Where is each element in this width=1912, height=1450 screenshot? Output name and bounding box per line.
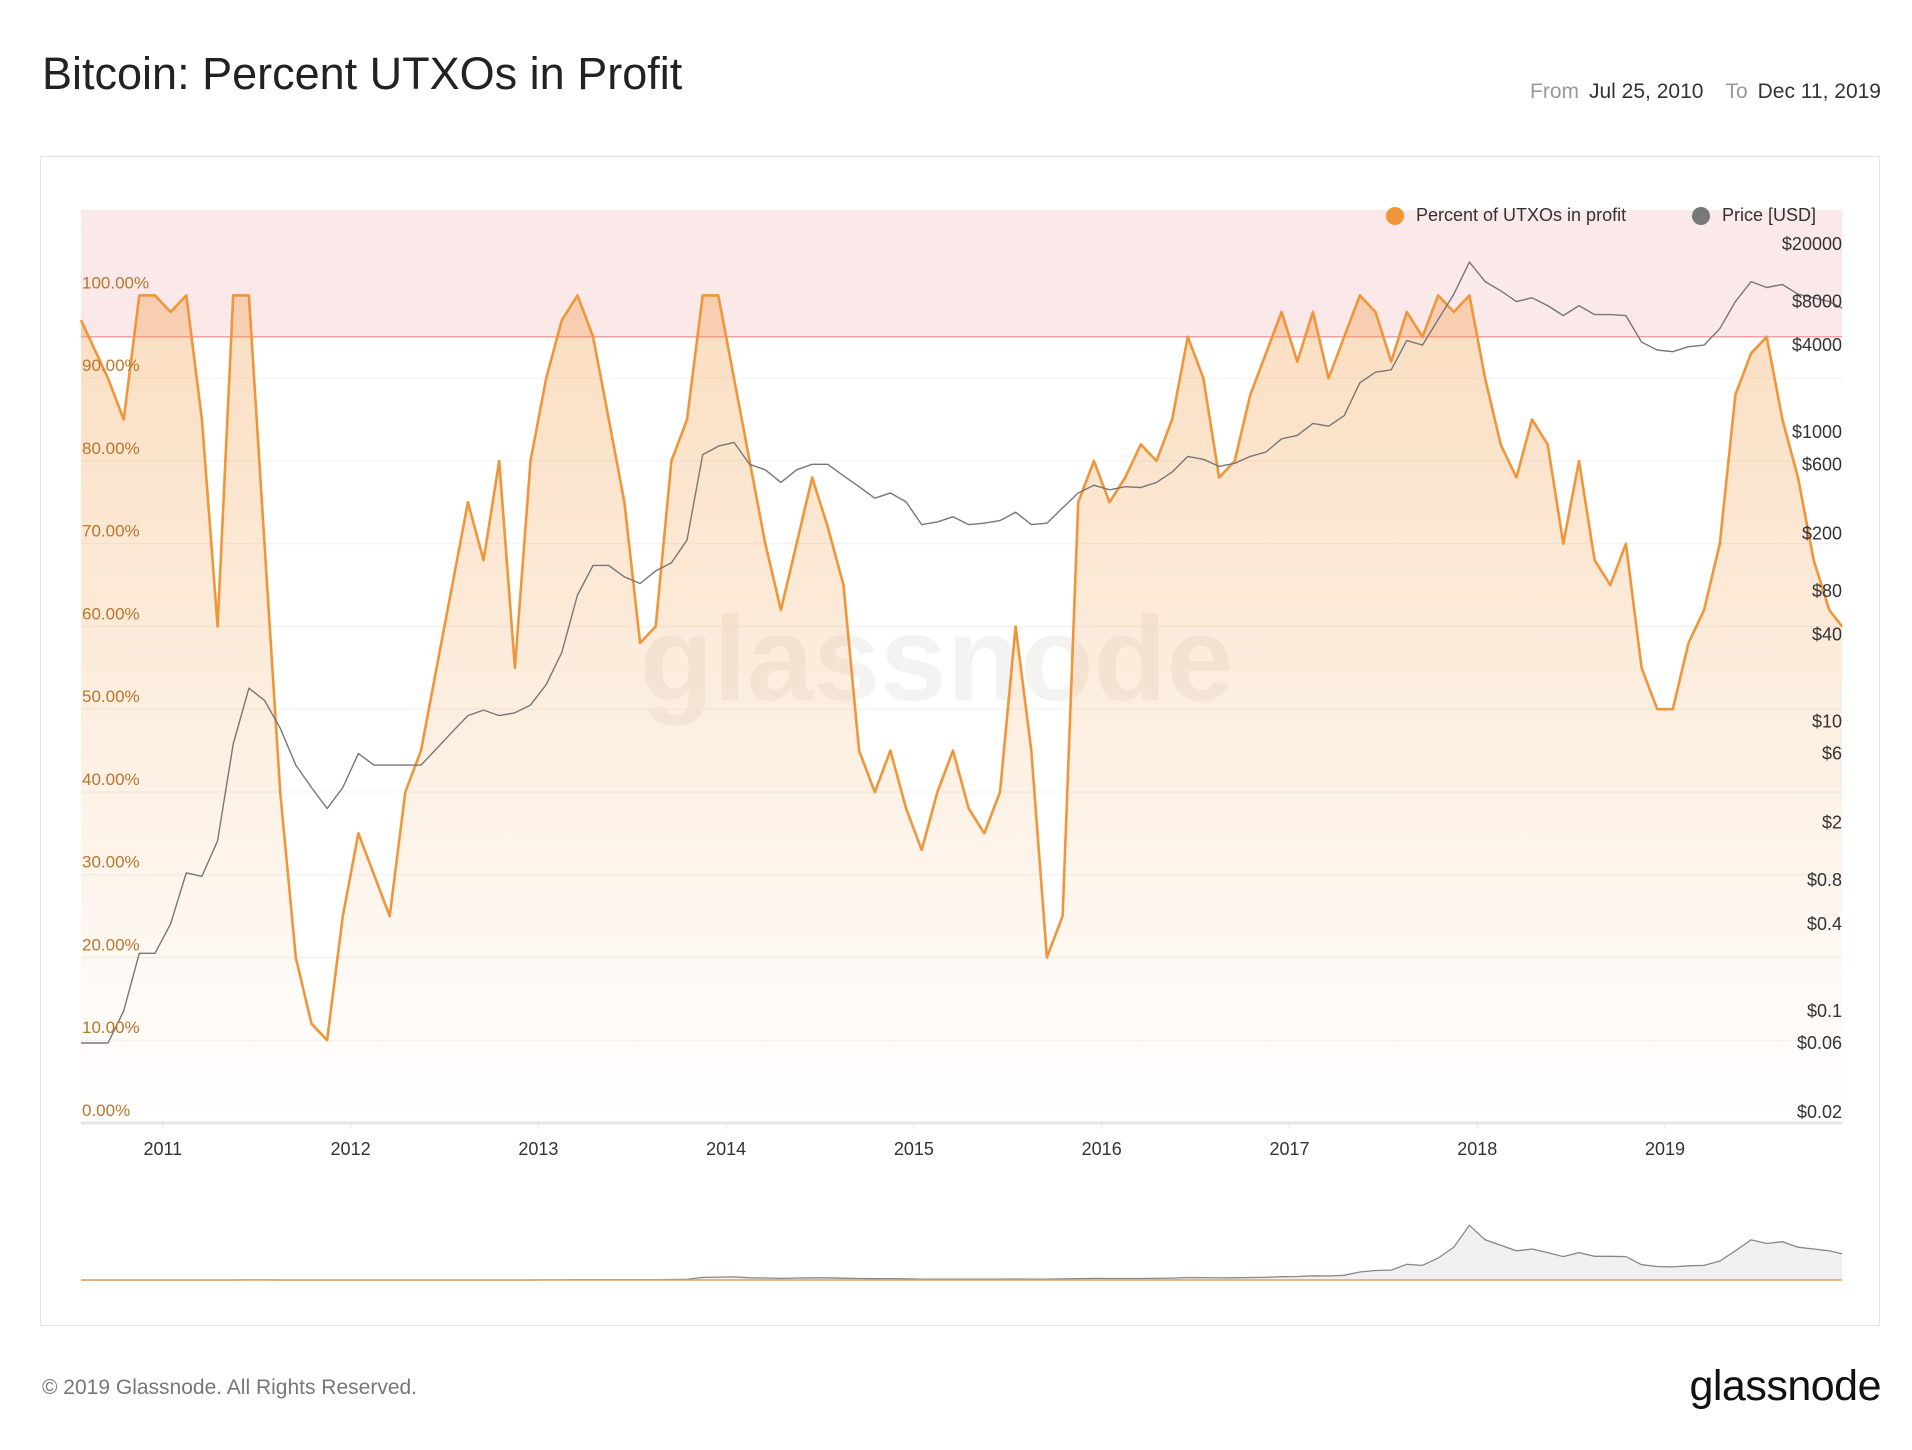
date-range: From Jul 25, 2010 To Dec 11, 2019 [1530,80,1881,104]
y-right-tick-label: $6 [1822,744,1842,764]
profit-band [81,210,1842,337]
y-right-tick-label: $10 [1812,712,1842,732]
y-left-tick-label: 60.00% [82,604,140,623]
y-right-tick-label: $4000 [1792,335,1842,355]
y-right-tick-label: $200 [1802,523,1842,543]
percent-area [81,295,1842,1123]
y-right-tick-label: $8000 [1792,292,1842,312]
y-right-tick-label: $0.1 [1807,1001,1842,1021]
x-tick-label: 2016 [1082,1139,1122,1159]
x-tick-label: 2012 [331,1139,371,1159]
y-left-tick-label: 50.00% [82,687,140,706]
x-tick-label: 2014 [706,1139,746,1159]
x-tick-label: 2018 [1457,1139,1497,1159]
axis-labels: 0.00% 10.00% 20.00% 30.00% 40.00% 50.00% 60.00… [82,234,1842,1159]
glassnode-logo[interactable]: glassnode [1689,1362,1881,1410]
page-title: Bitcoin: Percent UTXOs in Profit [42,48,683,99]
to-date[interactable]: Dec 11, 2019 [1757,80,1881,103]
y-left-tick-label: 90.00% [82,356,140,375]
from-date[interactable]: Jul 25, 2010 [1589,80,1704,103]
y-left-tick-label: 10.00% [82,1018,140,1037]
y-right-tick-label: $2 [1822,813,1842,833]
legend-item-price[interactable]: Price [USD] [1692,205,1816,226]
y-right-tick-label: $600 [1802,454,1842,474]
to-label: To [1725,80,1748,103]
gray-dot-icon [1692,206,1710,225]
x-tick-label: 2019 [1645,1139,1685,1159]
series-layer [79,261,1844,1123]
y-left-tick-label: 30.00% [82,853,140,872]
y-left-tick-label: 70.00% [82,522,140,541]
y-right-tick-label: $40 [1812,624,1842,644]
y-right-tick-label: $20000 [1782,234,1842,254]
y-right-tick-label: $80 [1812,581,1842,601]
y-right-tick-label: $0.06 [1797,1033,1842,1053]
y-right-tick-label: $1000 [1792,422,1842,442]
legend-label-percent: Percent of UTXOs in profit [1416,205,1627,225]
y-left-tick-label: 0.00% [82,1101,130,1120]
legend-label-price: Price [USD] [1722,205,1817,225]
y-left-tick-label: 40.00% [82,770,140,789]
y-right-tick-label: $0.8 [1807,870,1842,890]
y-left-tick-label: 100.00% [82,273,149,292]
navigator[interactable] [81,1224,1843,1281]
y-right-tick-label: $0.02 [1797,1102,1842,1122]
from-label: From [1530,80,1579,103]
y-right-tick-label: $0.4 [1807,914,1842,934]
x-tick-label: 2011 [143,1139,182,1159]
x-tick-label: 2017 [1269,1139,1309,1159]
x-tick-label: 2013 [518,1139,558,1159]
y-left-tick-label: 20.00% [82,935,140,954]
legend-item-percent[interactable]: Percent of UTXOs in profit [1386,205,1626,226]
orange-dot-icon [1386,206,1404,225]
x-tick-label: 2015 [894,1139,934,1159]
copyright: © 2019 Glassnode. All Rights Reserved. [42,1376,418,1399]
y-left-tick-label: 80.00% [82,439,140,458]
chart-card [40,156,1880,1326]
